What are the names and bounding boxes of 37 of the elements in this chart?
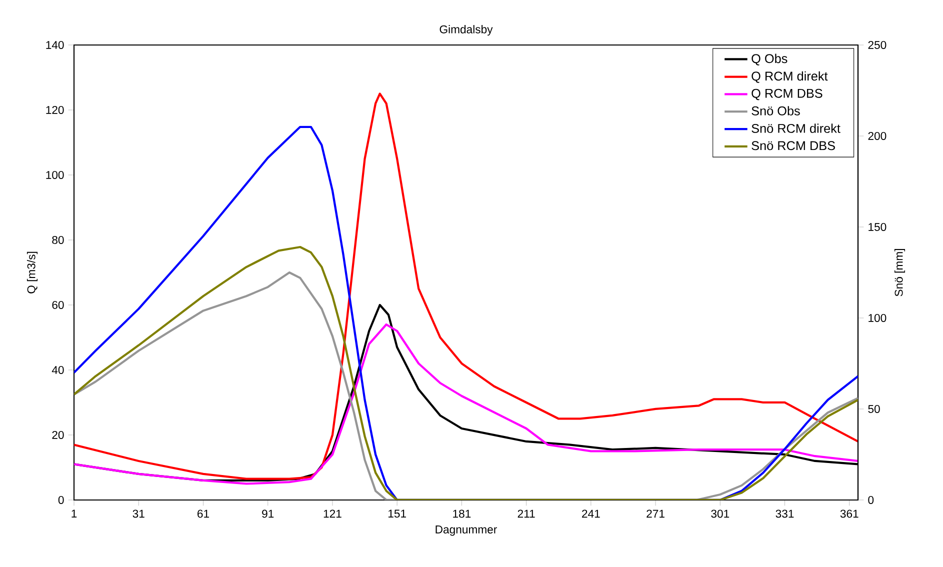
y2-tick-label: 200 (868, 132, 886, 140)
y-tick-label: 140 (46, 40, 64, 49)
y2-tick-label: 100 (868, 314, 886, 322)
y2-tick-label: 150 (868, 222, 886, 231)
x-tick-label: 61 (198, 510, 209, 518)
legend-label: Q Obs (752, 54, 788, 66)
legend-label: Q RCM direkt (752, 71, 828, 83)
y-tick-label: 80 (52, 236, 64, 244)
x-axis-title: Dagnummer (436, 526, 497, 536)
x-tick-label: 151 (388, 510, 406, 518)
y-tick-label: 100 (46, 170, 64, 179)
y2-tick-label: 250 (868, 40, 886, 49)
y2-tick-label: 0 (868, 496, 874, 504)
x-tick-label: 211 (518, 510, 535, 518)
y-tick-label: 120 (46, 106, 64, 114)
legend-label: Snö RCM direkt (752, 124, 840, 133)
x-tick-label: 121 (324, 510, 342, 518)
y-tick-label: 20 (52, 430, 64, 439)
legend-label: Q RCM DBS (752, 88, 822, 100)
x-tick-label: 301 (711, 510, 730, 518)
x-tick-label: 31 (132, 510, 144, 518)
x-tick-label: 1 (72, 510, 77, 518)
x-tick-label: 91 (262, 510, 274, 518)
legend-label: Snö RCM DBS (752, 141, 835, 150)
x-tick-label: 331 (776, 510, 794, 518)
y-tick-label: 40 (52, 366, 64, 374)
y2-tick-label: 50 (868, 404, 880, 413)
x-tick-label: 181 (453, 510, 471, 518)
x-tick-label: 241 (582, 510, 600, 518)
legend-label: Snö Obs (752, 106, 800, 116)
chart-title: Gimdalsby (440, 25, 493, 36)
y-axis-title: Q [m3/s] (26, 252, 38, 294)
y-tick-label: 0 (58, 496, 64, 504)
x-tick-label: 361 (840, 510, 858, 518)
x-tick-label: 271 (646, 510, 664, 518)
y2-axis-title: Snö [mm] (894, 249, 906, 296)
y-tick-label: 60 (52, 300, 64, 309)
